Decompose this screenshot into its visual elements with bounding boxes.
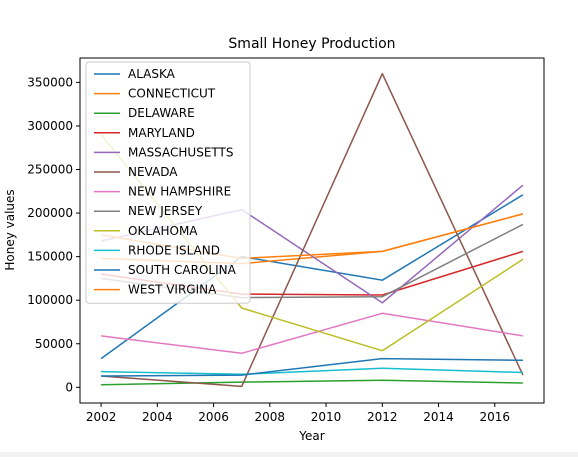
legend-label: NEVADA bbox=[128, 165, 178, 179]
y-tick-label: 150000 bbox=[27, 250, 73, 264]
x-tick-label: 2008 bbox=[255, 410, 286, 424]
legend-label: OKLAHOMA bbox=[128, 224, 198, 238]
legend-label: MARYLAND bbox=[128, 126, 195, 140]
legend-label: DELAWARE bbox=[128, 106, 195, 120]
legend-label: MASSACHUSETTS bbox=[128, 145, 233, 159]
x-tick-label: 2006 bbox=[198, 410, 229, 424]
y-tick-label: 350000 bbox=[27, 75, 73, 89]
legend-label: CONNECTICUT bbox=[128, 87, 216, 101]
x-tick-label: 2016 bbox=[480, 410, 511, 424]
y-tick-label: 300000 bbox=[27, 119, 73, 133]
y-tick-label: 200000 bbox=[27, 206, 73, 220]
legend-label: NEW JERSEY bbox=[128, 204, 203, 218]
x-tick-label: 2004 bbox=[142, 410, 173, 424]
x-axis-label: Year bbox=[298, 429, 324, 443]
bottom-strip bbox=[0, 452, 578, 457]
series-line-delaware bbox=[101, 379, 523, 386]
x-axis: 2002 2004 2006 2008 2010 2012 2014 2016 bbox=[86, 403, 510, 424]
legend-label: SOUTH CAROLINA bbox=[128, 263, 237, 277]
x-tick-label: 2014 bbox=[423, 410, 454, 424]
x-tick-label: 2010 bbox=[311, 410, 342, 424]
series-line-nevada bbox=[101, 72, 524, 388]
x-tick-label: 2012 bbox=[367, 410, 398, 424]
legend-label: RHODE ISLAND bbox=[128, 243, 220, 257]
legend-label: WEST VIRGINA bbox=[128, 283, 217, 297]
series-line-south-carolina bbox=[101, 357, 523, 377]
plot-area-frame bbox=[79, 57, 545, 404]
chart-title: Small Honey Production bbox=[228, 36, 395, 52]
y-axis: 0 50000 100000 150000 200000 250000 300000 3500… bbox=[27, 75, 80, 394]
series-line-alaska bbox=[100, 194, 524, 360]
series-line-new-hampshire bbox=[101, 312, 524, 355]
y-tick-label: 0 bbox=[65, 380, 73, 394]
y-tick-label: 50000 bbox=[35, 337, 73, 351]
y-axis-label: Honey values bbox=[3, 189, 17, 270]
x-tick-label: 2002 bbox=[86, 410, 117, 424]
legend-label: ALASKA bbox=[128, 67, 176, 81]
series-line-rhode-island bbox=[101, 367, 523, 376]
y-tick-label: 100000 bbox=[27, 293, 73, 307]
legend: ALASKA CONNECTICUT DELAWARE MARYLAND MASSACH… bbox=[85, 61, 251, 304]
y-tick-label: 250000 bbox=[27, 163, 73, 177]
legend-label: NEW HAMPSHIRE bbox=[128, 185, 231, 199]
legend-box bbox=[85, 61, 251, 304]
